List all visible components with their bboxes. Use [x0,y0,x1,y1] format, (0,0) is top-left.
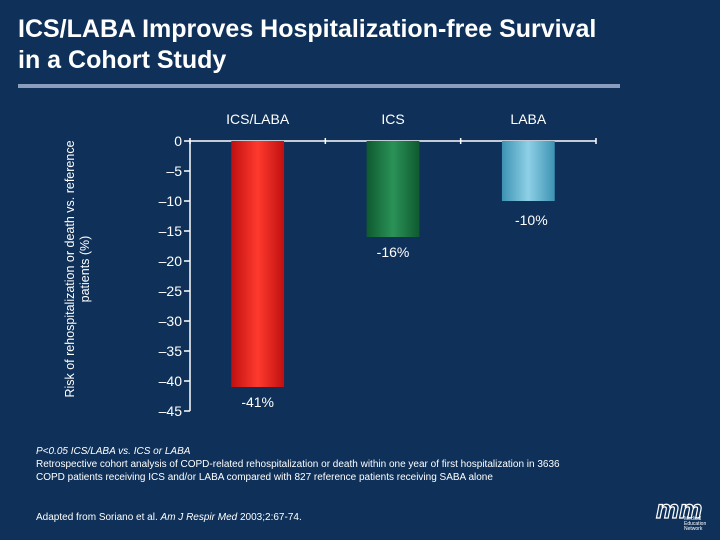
category-label: ICS [381,111,404,127]
source-prefix: Adapted from Soriano et al. [36,512,158,523]
logo-line-2: Education [684,521,706,527]
y-tick-label: –25 [159,283,183,299]
source-suffix: 2003;2:67-74. [237,512,302,523]
logo-line-3: Network [684,526,703,532]
bar [366,141,420,237]
footnote-methods: Retrospective cohort analysis of COPD-re… [36,459,560,483]
y-tick-label: 0 [174,133,182,149]
title-underline [18,84,620,88]
slide-title: ICS/LABA Improves Hospitalization-free S… [18,15,597,74]
y-tick-label: –10 [159,193,183,209]
footnotes: P<0.05 ICS/LABA vs. ICS or LABA Retrospe… [36,445,576,484]
data-label: -41% [241,394,274,410]
y-tick-label: –40 [159,373,183,389]
bar [501,141,555,201]
y-tick-label: –5 [166,163,182,179]
logo-line-1: Medical [684,516,701,522]
y-tick-label: –30 [159,313,183,329]
y-tick-label: –20 [159,253,183,269]
medical-education-network-logo: mm Medical Education Network [655,496,706,532]
category-label: LABA [510,111,546,127]
y-tick-label: –45 [159,403,183,419]
source-journal: Am J Respir Med [160,512,238,523]
logo-mark: mm [656,496,702,524]
data-label: -16% [377,244,410,260]
y-tick-label: –15 [159,223,183,239]
source-citation: Adapted from Soriano et al. Am J Respir … [36,512,302,523]
y-tick-label: –35 [159,343,183,359]
bar [231,141,285,387]
footnote-significance: P<0.05 ICS/LABA vs. ICS or LABA [36,446,191,457]
data-label: -10% [515,212,548,228]
category-label: ICS/LABA [226,111,290,127]
